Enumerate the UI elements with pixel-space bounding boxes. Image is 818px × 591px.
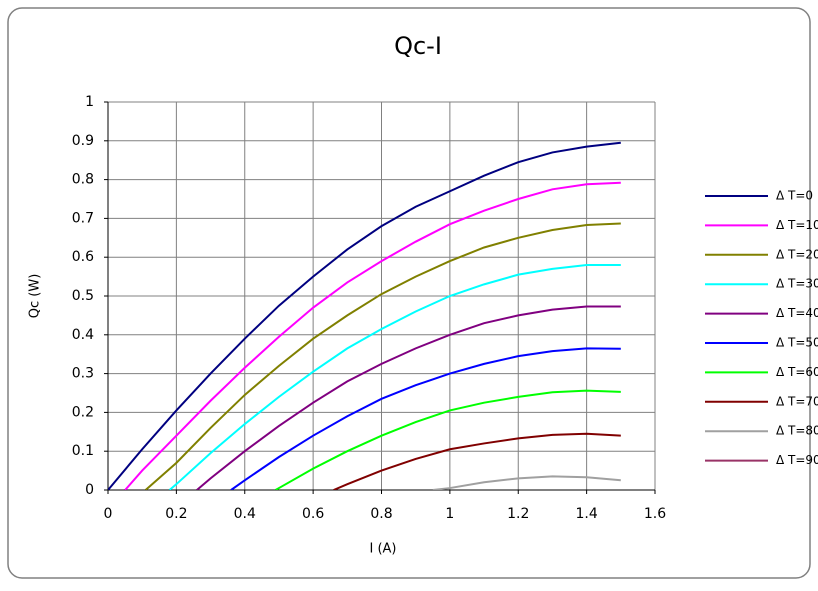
x-tick-label: 0.4 (234, 506, 256, 522)
series-line (196, 305, 621, 490)
y-tick-label: 0.5 (72, 288, 94, 304)
y-tick-label: 0.7 (72, 210, 94, 226)
legend-label: Δ T=70 (776, 394, 818, 408)
series-line (432, 475, 621, 490)
x-tick-label: 0.2 (165, 506, 187, 522)
series-line (275, 389, 621, 490)
y-tick-label: 0.2 (72, 404, 94, 420)
y-tick-label: 0.8 (72, 172, 94, 188)
chart-title: Qc-I (394, 32, 442, 60)
x-axis-label: I (A) (369, 542, 396, 557)
legend-label: Δ T=20 (776, 247, 818, 261)
legend-label: Δ T=30 (776, 277, 818, 291)
chart-frame (7, 7, 811, 579)
legend-label: Δ T=60 (776, 365, 818, 379)
x-tick-label: 0.8 (370, 506, 392, 522)
x-tick-label: 0.6 (302, 506, 324, 522)
legend-label: Δ T=90 (776, 453, 818, 467)
y-tick-label: 0.9 (72, 133, 94, 149)
x-tick-label: 0 (104, 506, 113, 522)
legend-label: Δ T=40 (776, 306, 818, 320)
x-tick-label: 1.4 (575, 506, 597, 522)
series-line (230, 347, 621, 490)
series-line (168, 263, 621, 490)
y-tick-label: 1 (85, 94, 94, 110)
legend-label: Δ T=50 (776, 336, 818, 350)
series-line (144, 222, 621, 490)
y-tick-label: 0.1 (72, 443, 94, 459)
legend-label: Δ T=10 (776, 218, 818, 232)
y-tick-label: 0.4 (72, 327, 94, 343)
x-tick-label: 1.2 (507, 506, 529, 522)
series-line (108, 141, 621, 490)
legend-label: Δ T=0 (776, 189, 813, 203)
plot-lines (108, 141, 621, 490)
y-tick-label: 0.6 (72, 249, 94, 265)
x-tick-label: 1.6 (644, 506, 666, 522)
y-tick-label: 0.3 (72, 366, 94, 382)
series-line (124, 181, 621, 490)
series-line (333, 432, 621, 490)
x-tick-label: 1 (445, 506, 454, 522)
y-tick-label: 0 (85, 482, 94, 498)
y-axis-label: Qc (W) (28, 274, 43, 319)
legend-label: Δ T=80 (776, 424, 818, 438)
